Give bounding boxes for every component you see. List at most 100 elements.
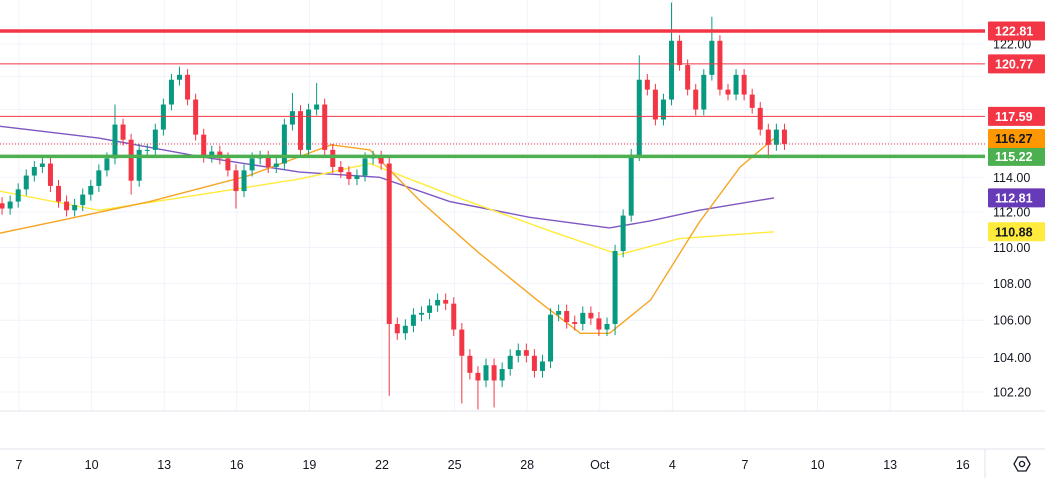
purple-ma-label-bg [988, 188, 1045, 208]
candle-body [725, 89, 731, 95]
candle-body [177, 74, 183, 80]
candle [120, 118, 126, 146]
candle-body [459, 329, 465, 356]
candle-body [56, 185, 62, 202]
candle [491, 358, 497, 408]
candle [685, 59, 691, 96]
candle [499, 362, 505, 388]
candle-body [596, 318, 602, 330]
resistance-117-59-label-bg [988, 106, 1045, 126]
candle-body [185, 74, 191, 100]
candle-body [580, 312, 586, 324]
candle-body [548, 314, 554, 362]
candle-body [435, 299, 441, 306]
candle-body [507, 355, 513, 370]
support-115-22-label-bg [988, 146, 1045, 166]
candle-body [0, 203, 5, 209]
orange-ma-label-bg [988, 129, 1045, 149]
support-115-22-label-text: 115.22 [995, 150, 1033, 164]
date-tick-label: 28 [520, 458, 534, 472]
candle-body [233, 170, 239, 192]
resistance-122-81-label: 122.81 [988, 21, 1045, 41]
candle [394, 317, 400, 340]
candle [580, 306, 586, 331]
candle-body [152, 129, 158, 150]
candle [88, 179, 94, 201]
yellow-ma-line [0, 162, 775, 256]
candle [620, 209, 626, 258]
candle [168, 74, 174, 111]
candle-body [749, 94, 755, 108]
candle [23, 169, 29, 196]
candle [677, 35, 683, 71]
price-tick-label: 114.00 [993, 171, 1030, 185]
candle-body [733, 74, 739, 95]
candle-body [168, 79, 174, 105]
candle-body [15, 189, 21, 202]
candle-body [362, 158, 368, 176]
moving-averages [0, 125, 775, 334]
candle [152, 123, 158, 156]
candle [733, 69, 739, 101]
candle-body [765, 129, 771, 145]
candle-body [128, 139, 134, 181]
candle-body [402, 325, 408, 334]
time-axis[interactable]: 7 10 13 16 19 22 25 28 Oct 4 7 10 13 16 [16, 458, 970, 472]
date-tick-label: 10 [811, 458, 825, 472]
candle-body [23, 175, 29, 190]
settings-hexagon-icon [1013, 456, 1031, 472]
candle-body [297, 111, 303, 150]
candle-body [660, 99, 666, 120]
candle [80, 188, 86, 212]
date-tick-label: 19 [302, 458, 316, 472]
candle-body [136, 149, 142, 181]
candle [193, 93, 199, 141]
candle-body [539, 361, 545, 371]
candle-body [773, 129, 779, 145]
candle [483, 358, 489, 388]
candle [717, 35, 723, 96]
candle-body [378, 156, 384, 164]
purple-ma-label-text: 112.81 [995, 191, 1033, 205]
candle [273, 157, 279, 173]
candle [330, 143, 336, 173]
orange-ma-line [0, 137, 775, 334]
horizontal-levels[interactable] [0, 29, 985, 159]
candle [669, 2, 675, 106]
date-tick-label: 7 [16, 458, 23, 472]
candle-body [604, 323, 610, 330]
candle [386, 157, 392, 396]
candle [378, 150, 384, 170]
candle [402, 319, 408, 340]
candle [459, 323, 465, 404]
candle [507, 349, 513, 376]
candle [564, 304, 570, 329]
candle-body [193, 99, 199, 135]
candle [177, 66, 183, 86]
candle [47, 157, 53, 192]
candle-body [201, 134, 207, 157]
orange-ma-label-text: 116.27 [995, 132, 1033, 146]
candle [443, 293, 449, 311]
candle [322, 98, 328, 156]
price-tick-label: 110.00 [993, 241, 1030, 255]
candle-body [47, 163, 53, 186]
candle [56, 179, 62, 208]
candle-body [241, 170, 247, 192]
candle [451, 297, 457, 337]
candle [467, 349, 473, 380]
candle-body [31, 166, 37, 176]
candle-body [209, 151, 215, 157]
candle [781, 123, 787, 150]
price-tick-label: 112.00 [993, 206, 1030, 220]
date-tick-label: 4 [669, 458, 676, 472]
candle-body [394, 323, 400, 334]
price-axis[interactable]: 122.00 114.00 112.00 110.00 108.00 106.00 104.… [988, 21, 1045, 399]
candle [185, 69, 191, 106]
chart-settings-button[interactable] [1013, 456, 1031, 472]
candle [338, 160, 344, 179]
resistance-122-81-label-text: 122.81 [995, 24, 1033, 38]
candle-body [281, 124, 287, 164]
resistance-120-77-label-text: 120.77 [995, 57, 1033, 71]
